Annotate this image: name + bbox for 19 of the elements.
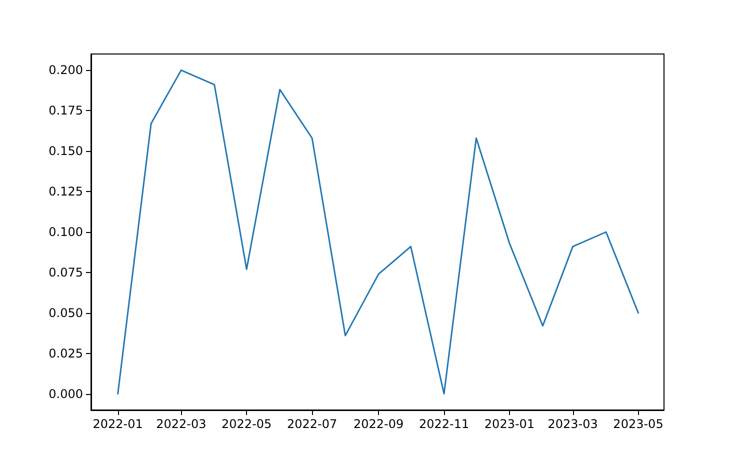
y-tick-label: 0.125 <box>48 184 83 199</box>
y-tick-label: 0.175 <box>48 104 83 118</box>
x-tick-label: 2023-05 <box>613 417 664 431</box>
x-tick-label: 2022-03 <box>156 417 206 431</box>
x-tick-label: 2023-03 <box>548 417 598 431</box>
y-tick-label: 0.000 <box>48 386 83 401</box>
y-tick-label: 0.200 <box>48 63 83 78</box>
line-series <box>117 69 639 395</box>
y-tick-label: 0.050 <box>48 306 83 320</box>
x-tick-label: 2022-11 <box>418 417 470 431</box>
x-tick-label: 2022-09 <box>354 417 404 431</box>
y-tick-label: 0.100 <box>48 225 83 239</box>
x-tick-label: 2022-07 <box>286 417 338 431</box>
y-tick-label: 0.150 <box>48 144 83 158</box>
x-tick-label: 2022-01 <box>92 417 143 431</box>
x-tick-label: 2022-05 <box>222 417 272 431</box>
y-tick-label: 0.075 <box>48 265 83 280</box>
y-tick-label: 0.025 <box>48 346 83 360</box>
x-tick-label: 2023-01 <box>484 417 535 431</box>
